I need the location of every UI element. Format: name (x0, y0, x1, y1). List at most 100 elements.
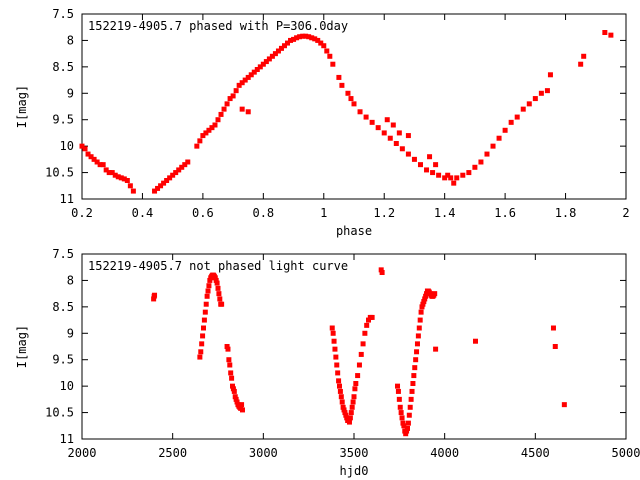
phased-y-tick-label: 8 (67, 33, 74, 47)
phased-data-point (399, 146, 405, 152)
unphased-data-point (197, 354, 203, 360)
phased-x-tick-label: 1.2 (373, 206, 395, 220)
phased-data-point (197, 138, 203, 144)
phased-x-tick-label: 1 (320, 206, 327, 220)
unphased-data-point (433, 346, 439, 352)
phased-y-axis-label: I[mag] (15, 85, 29, 128)
unphased-data-point (335, 370, 341, 376)
phased-data-point (242, 77, 248, 83)
unphased-data-point (420, 301, 426, 307)
phased-data-point (161, 180, 167, 186)
phased-data-point (121, 176, 127, 182)
phased-data-point (294, 35, 300, 41)
phased-x-axis-label: phase (336, 224, 372, 238)
unphased-data-point (225, 346, 231, 352)
unphased-data-point (366, 317, 372, 323)
phased-data-point (278, 45, 284, 51)
unphased-panel: 7.5 8 8.5 9 9.5 10 10.5 11 2000 2500 3000 3500 4000… (15, 247, 640, 478)
unphased-data-point (362, 330, 368, 336)
unphased-data-point (239, 407, 245, 413)
phased-y-axis: 7.5 8 8.5 9 9.5 10 10.5 11 (45, 7, 626, 206)
unphased-data-point (230, 386, 236, 392)
phased-data-point (390, 122, 396, 128)
phased-data-point (260, 61, 266, 67)
phased-data-point (318, 40, 324, 46)
phased-data-point (381, 130, 387, 136)
unphased-x-tick-label: 4000 (430, 446, 459, 460)
phased-data-point (538, 90, 544, 96)
phased-data-point (221, 106, 227, 112)
unphased-data-point (405, 420, 411, 426)
unphased-data-point (413, 357, 419, 363)
unphased-data-point (342, 410, 348, 416)
phased-data-point (182, 162, 188, 168)
unphased-data-point (398, 410, 404, 416)
phased-data-point (236, 82, 242, 88)
unphased-data-point (332, 346, 338, 352)
unphased-data-point (229, 375, 235, 381)
phased-data-point (285, 40, 291, 46)
phased-data-point (526, 101, 532, 107)
unphased-data-point (215, 285, 221, 291)
unphased-data-point (234, 399, 240, 405)
phased-data-point (155, 185, 161, 191)
unphased-data-point (396, 396, 402, 402)
unphased-data-point (201, 317, 207, 323)
unphased-data-point (397, 404, 403, 410)
phased-data-point (227, 96, 233, 102)
unphased-data-point (340, 404, 346, 410)
phased-data-point (578, 61, 584, 67)
unphased-data-point (206, 283, 212, 289)
unphased-data-point (352, 386, 358, 392)
unphased-data-point (355, 373, 361, 379)
phased-y-tick-label: 10 (60, 139, 74, 153)
phased-data-point (405, 151, 411, 157)
phased-x-tick-label: 1.8 (555, 206, 577, 220)
phased-data-point (158, 183, 164, 189)
unphased-data-point (219, 301, 225, 307)
unphased-data-point (416, 325, 422, 331)
phased-data-point (272, 51, 278, 57)
unphased-data-point (353, 381, 359, 386)
phased-data-point (424, 167, 430, 173)
unphased-data-point (404, 425, 410, 431)
phased-data-point (97, 162, 103, 168)
unphased-data-point (333, 354, 339, 360)
unphased-data-point (552, 344, 558, 349)
unphased-x-tick-label: 2500 (158, 446, 187, 460)
phased-data-point (602, 30, 608, 35)
phased-data-point (245, 109, 251, 115)
unphased-data-point (198, 349, 204, 355)
phased-data-point (351, 101, 357, 107)
unphased-data-point (378, 267, 384, 273)
phased-data-point (266, 56, 272, 62)
unphased-data-point (412, 365, 418, 371)
unphased-data-point (395, 383, 401, 389)
unphased-data-point (406, 412, 412, 418)
unphased-data-point (336, 378, 342, 384)
phased-data-point (115, 174, 121, 180)
phased-data-point (430, 170, 436, 176)
phased-data-point (608, 32, 614, 38)
unphased-data-point (152, 292, 158, 298)
phased-data-point (218, 111, 224, 117)
phased-data-point (275, 48, 281, 54)
unphased-data-point (358, 351, 364, 357)
unphased-x-tick-label: 3500 (340, 446, 369, 460)
phased-data-point (118, 175, 124, 181)
phased-data-point (363, 114, 369, 120)
phased-y-tick-label: 10.5 (45, 166, 74, 180)
unphased-data-point (232, 394, 238, 400)
unphased-data-point (202, 309, 208, 315)
unphased-data-point (207, 277, 213, 283)
phased-data-point (200, 133, 206, 139)
unphased-data-point (338, 394, 344, 400)
unphased-data-point (423, 293, 429, 299)
unphased-data-point (239, 402, 245, 408)
unphased-data-point (233, 396, 239, 402)
phased-data-point (88, 154, 94, 160)
phased-data-point (336, 74, 342, 80)
phased-data-point (300, 33, 306, 39)
phased-data-point (91, 156, 97, 162)
unphased-data-point (417, 317, 423, 323)
